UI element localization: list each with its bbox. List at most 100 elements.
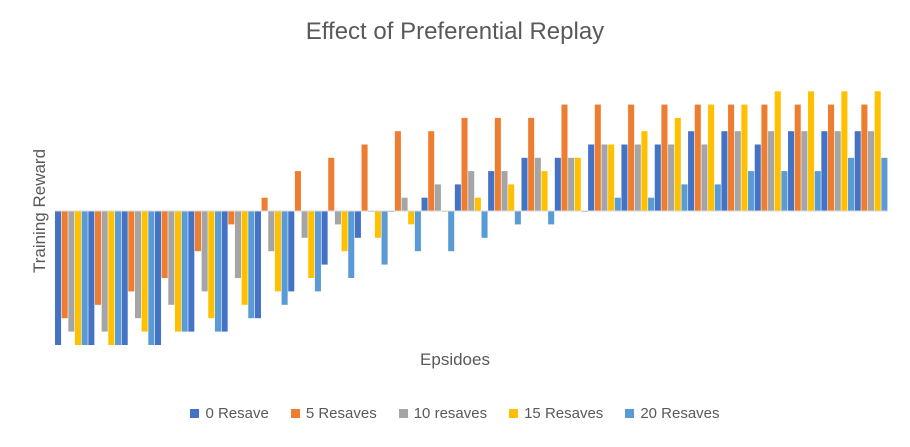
bar-20-resaves-18 [681,184,688,211]
bar-5-resaves-20 [728,104,735,211]
bar-15-resaves-23 [841,91,848,211]
bar-10-resaves-1 [101,211,108,332]
chart-title: Effect of Preferential Replay [305,18,605,45]
bar-5-resaves-23 [828,104,835,211]
bar-20-resaves-16 [614,197,621,211]
bar-10-resaves-18 [668,144,675,211]
bar-5-resaves-22 [794,104,801,211]
bar-0-resave-13 [488,171,495,211]
bar-20-resaves-11 [448,211,455,252]
bar-20-resaves-2 [148,211,155,345]
bar-0-resave-9 [354,211,361,238]
bar-10-resaves-12 [468,171,475,211]
bar-5-resaves-1 [94,211,102,305]
bar-5-resaves-4 [194,211,201,252]
legend: 0 Resave 5 Resaves 10 resaves 15 Resaves… [0,405,910,422]
bar-20-resaves-17 [648,197,655,211]
bar-20-resaves-23 [848,157,855,211]
bar-5-resaves-0 [61,211,68,319]
bar-5-resaves-6 [261,197,268,211]
bar-10-resaves-5 [234,211,241,278]
bar-15-resaves-21 [774,91,781,211]
bar-0-resave-4 [188,211,195,332]
bar-20-resaves-21 [781,171,788,211]
legend-swatch-2 [398,409,408,418]
bar-20-resaves-13 [514,211,521,225]
bar-0-resave-12 [454,184,461,211]
bar-0-resave-7 [288,211,295,292]
bar-0-resave-1 [88,211,95,345]
bar-10-resaves-22 [801,131,808,211]
legend-item: 0 Resave [190,405,269,422]
bar-5-resaves-15 [561,104,568,211]
bar-5-resaves-17 [628,104,635,211]
bar-10-resaves-3 [168,211,175,305]
bar-10-resaves-6 [268,211,275,252]
bar-10-resaves-11 [434,184,441,211]
bar-0-resave-16 [588,144,595,211]
bar-10-resaves-7 [301,211,308,238]
bar-5-resaves-12 [461,117,468,211]
bar-0-resave-3 [154,211,162,345]
bar-10-resaves-20 [734,131,741,211]
bar-0-resave-19 [688,131,695,211]
bar-15-resaves-20 [741,104,748,211]
legend-label: 20 Resaves [640,405,720,422]
legend-swatch-1 [290,409,300,418]
legend-item: 5 Resaves [290,405,377,422]
bar-10-resaves-8 [334,211,341,225]
bar-20-resaves-8 [348,211,355,278]
bar-5-resaves-10 [394,131,401,211]
legend-label: 15 Resaves [524,405,604,422]
bar-20-resaves-10 [414,211,421,252]
bar-20-resaves-6 [281,211,288,305]
bar-10-resaves-17 [634,144,641,211]
bar-0-resave-11 [421,197,428,211]
bar-5-resaves-9 [361,144,368,211]
bar-20-resaves-1 [114,211,122,345]
bar-5-resaves-14 [528,117,535,211]
legend-swatch-3 [509,409,519,418]
legend-label: 5 Resaves [305,405,377,422]
bar-10-resaves-10 [401,197,408,211]
bar-15-resaves-15 [574,157,581,211]
bar-15-resaves-3 [174,211,182,332]
bar-15-resaves-0 [74,211,82,345]
bar-15-resaves-9 [374,211,381,238]
bar-10-resaves-21 [768,131,775,211]
bar-0-resave-8 [321,211,328,265]
legend-item: 10 resaves [398,405,487,422]
bar-5-resaves-21 [761,104,768,211]
bar-10-resaves-14 [534,157,541,211]
bar-5-resaves-2 [128,211,135,292]
bar-15-resaves-4 [208,211,215,319]
bar-10-resaves-0 [68,211,75,332]
bar-10-resaves-24 [868,131,875,211]
bar-15-resaves-14 [541,171,548,211]
bar-15-resaves-17 [641,131,648,211]
legend-item: 20 Resaves [625,405,720,422]
bar-15-resaves-7 [308,211,315,278]
bar-10-resaves-4 [201,211,208,292]
bar-15-resaves-5 [241,211,248,305]
bar-0-resave-18 [654,144,661,211]
bar-0-resave-20 [721,131,728,211]
bar-0-resave-21 [754,144,761,211]
bar-20-resaves-0 [81,211,88,345]
bar-10-resaves-16 [601,144,608,211]
x-axis-label: Epsidoes [420,350,490,369]
bar-0-resave-24 [854,131,861,211]
bar-10-resaves-13 [501,171,508,211]
bar-20-resaves-14 [548,211,555,225]
bar-0-resave-23 [821,131,828,211]
bar-15-resaves-19 [708,104,715,211]
legend-item: 15 Resaves [509,405,603,422]
bar-5-resaves-8 [328,157,335,211]
bar-0-resave-0 [55,211,62,345]
bar-15-resaves-2 [141,211,148,332]
bar-20-resaves-3 [181,211,188,332]
bar-15-resaves-24 [874,91,881,211]
bar-5-resaves-11 [428,131,435,211]
bar-5-resaves-3 [161,211,168,278]
